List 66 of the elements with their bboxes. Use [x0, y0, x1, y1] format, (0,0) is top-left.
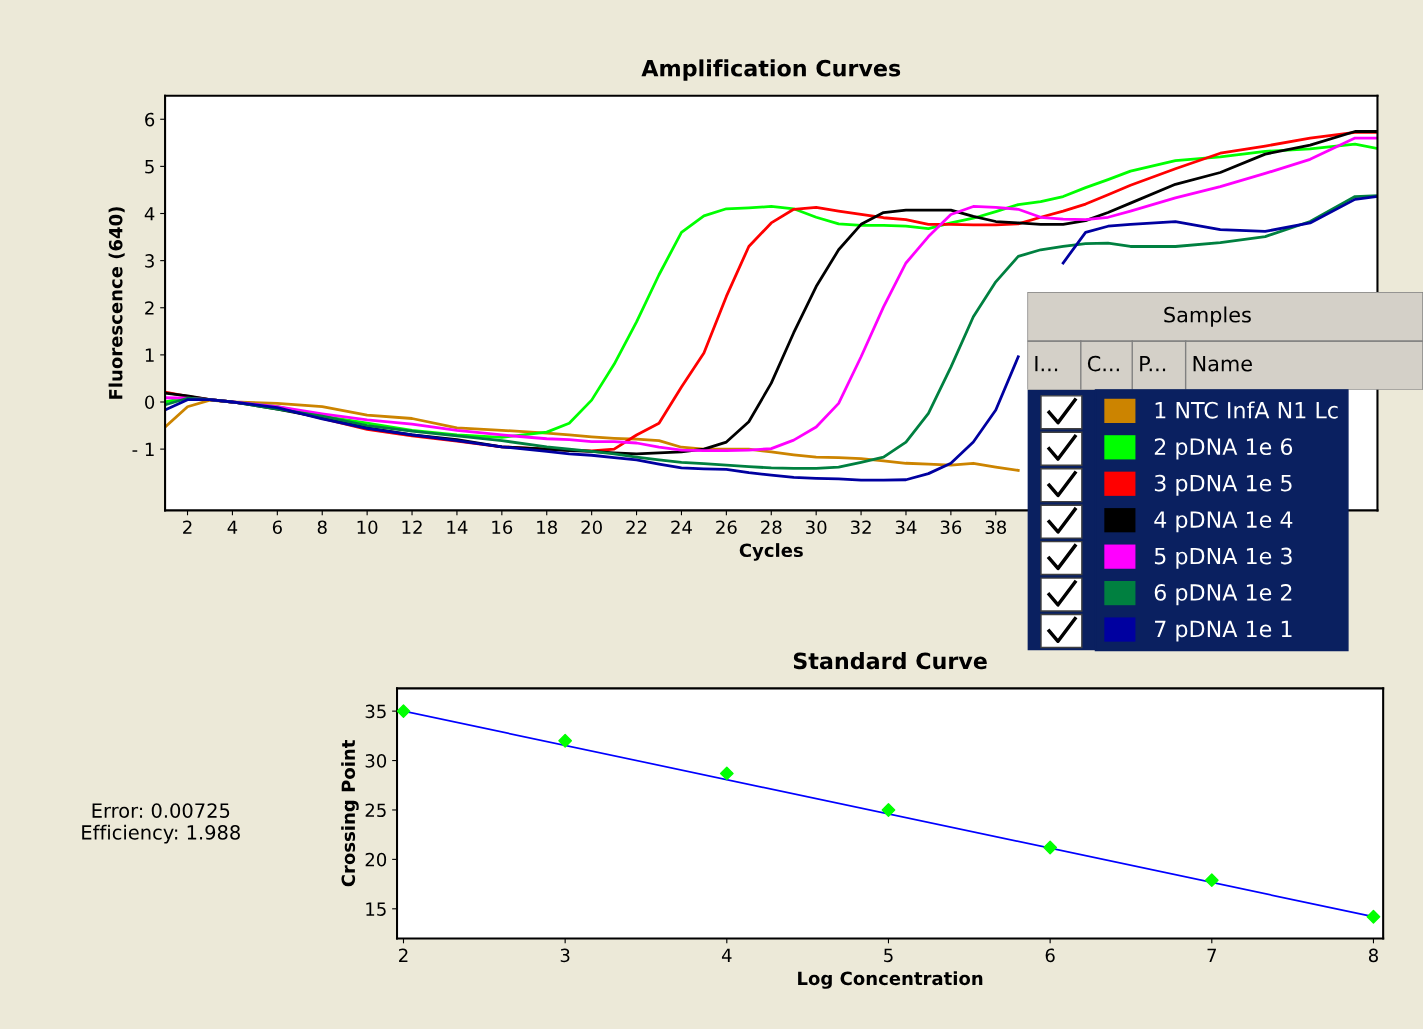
x-tick-label: 14 — [447, 520, 468, 534]
point — [1043, 840, 1058, 855]
y-axis-title: Crossing Point — [341, 740, 359, 887]
x-tick-label: 16 — [492, 520, 513, 535]
legend-label: 5 pDNA 1e 3 — [1154, 547, 1292, 569]
x-tick-label: 12 — [402, 520, 422, 534]
x-tick-label: 8 — [1368, 948, 1378, 963]
y-tick-label: 20 — [365, 852, 387, 867]
point — [719, 766, 734, 781]
x-tick-label: 8 — [317, 520, 327, 535]
legend-label: 3 pDNA 1e 5 — [1154, 474, 1292, 496]
y-tick-label: 25 — [365, 803, 386, 818]
y-tick-label: - 1 — [132, 442, 154, 456]
x-tick-label: 20 — [581, 520, 602, 535]
x-tick-label: 38 — [985, 520, 1007, 535]
y-tick-label: 2 — [145, 301, 154, 315]
y-tick-label: 15 — [366, 902, 386, 916]
chart-title: Standard Curve — [793, 652, 987, 670]
y-tick-label: 3 — [145, 254, 154, 268]
x-tick-label: 4 — [721, 948, 732, 962]
point — [1366, 909, 1381, 924]
x-tick-label: 3 — [560, 948, 570, 963]
y-tick-label: 6 — [145, 112, 155, 127]
x-tick-label: 4 — [227, 520, 238, 534]
x-tick-label: 2 — [183, 520, 192, 534]
x-tick-label: 10 — [357, 520, 378, 535]
x-tick-label: 18 — [537, 520, 557, 535]
x-tick-label: 22 — [626, 520, 647, 534]
x-axis-title: Log Concentration — [798, 971, 983, 989]
x-tick-label: 26 — [716, 520, 737, 535]
x-tick-label: 34 — [895, 520, 917, 535]
legend-label: 6 pDNA 1e 2 — [1154, 584, 1292, 606]
x-tick-label: 2 — [399, 948, 408, 962]
x-tick-label: 7 — [1207, 948, 1216, 962]
y-tick-label: 0 — [145, 395, 155, 410]
x-tick-label: 30 — [806, 520, 827, 535]
y-axis-title: Fluorescence (640) — [108, 207, 125, 399]
point — [558, 733, 573, 748]
y-tick-label: 1 — [145, 348, 154, 362]
x-tick-label: 32 — [850, 520, 871, 535]
x-tick-label: 36 — [940, 520, 962, 535]
x-tick-label: 6 — [1045, 948, 1055, 963]
point — [397, 704, 411, 719]
x-tick-label: 28 — [761, 520, 782, 535]
annotation: I... — [1035, 355, 1058, 372]
annotation: C... — [1087, 355, 1119, 372]
y-tick-label: 30 — [365, 754, 387, 768]
text: Error: 0.00725 — [92, 803, 230, 818]
point — [1204, 873, 1219, 888]
x-tick-label: 6 — [272, 520, 282, 535]
y-tick-label: 35 — [365, 704, 386, 719]
y-tick-label: 5 — [145, 160, 154, 174]
x-tick-label: 24 — [671, 520, 692, 534]
annotation: P... — [1140, 355, 1166, 372]
annotation: Name — [1193, 355, 1252, 372]
legend-label: 4 pDNA 1e 4 — [1154, 511, 1293, 533]
legend-label: 7 pDNA 1e 1 — [1155, 620, 1292, 642]
legend-label: 1 NTC InfA N1 Lc — [1155, 401, 1338, 419]
chart-title: Amplification Curves — [641, 59, 901, 81]
legend-label: 2 pDNA 1e 6 — [1154, 438, 1293, 460]
text: Efficiency: 1.988 — [82, 824, 240, 844]
point — [881, 803, 896, 817]
legend-title: Samples — [1164, 306, 1251, 327]
x-axis-title: Cycles — [739, 543, 803, 561]
x-tick-label: 5 — [884, 948, 893, 963]
y-tick-label: 4 — [144, 207, 155, 221]
